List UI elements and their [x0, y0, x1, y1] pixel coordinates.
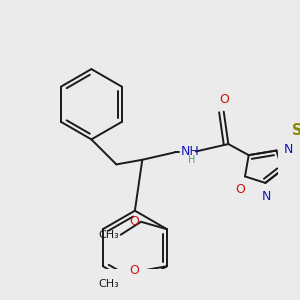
Text: NH: NH — [181, 145, 200, 158]
Text: N: N — [284, 143, 293, 156]
Text: CH₃: CH₃ — [98, 230, 119, 240]
Text: CH₃: CH₃ — [98, 279, 119, 289]
Text: O: O — [236, 183, 245, 196]
Text: S: S — [292, 123, 300, 138]
Text: O: O — [129, 215, 139, 228]
Text: O: O — [129, 264, 139, 277]
Text: H: H — [188, 155, 195, 165]
Text: N: N — [262, 190, 271, 203]
Text: O: O — [220, 93, 230, 106]
